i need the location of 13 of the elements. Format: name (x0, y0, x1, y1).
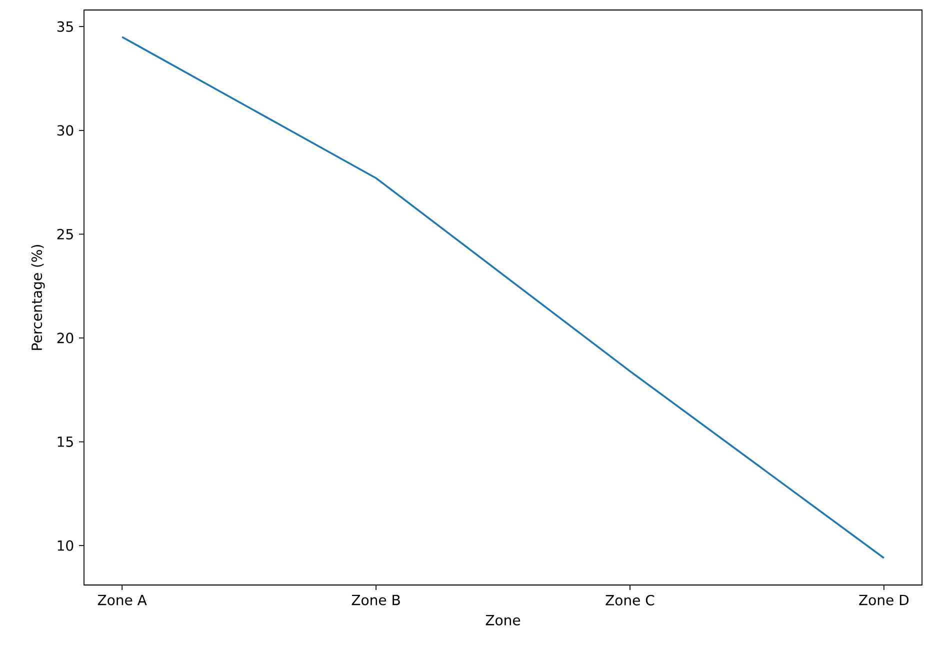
y-tick-label: 25 (57, 228, 73, 240)
x-tick-label: Zone D (859, 594, 909, 606)
x-tick-label: Zone C (606, 594, 654, 606)
line-series (121, 36, 885, 559)
x-axis-title: Zone (486, 614, 520, 626)
x-tick-label: Zone B (352, 594, 400, 606)
y-tick-label: 30 (57, 125, 74, 136)
y-axis-title: Percentage (%) (31, 244, 45, 350)
x-tick-label: Zone A (98, 594, 147, 606)
y-tick-label: 15 (58, 436, 73, 447)
y-tick-label: 20 (57, 332, 74, 344)
y-tick-label: 35 (57, 21, 73, 32)
y-tick-label: 10 (58, 540, 74, 551)
